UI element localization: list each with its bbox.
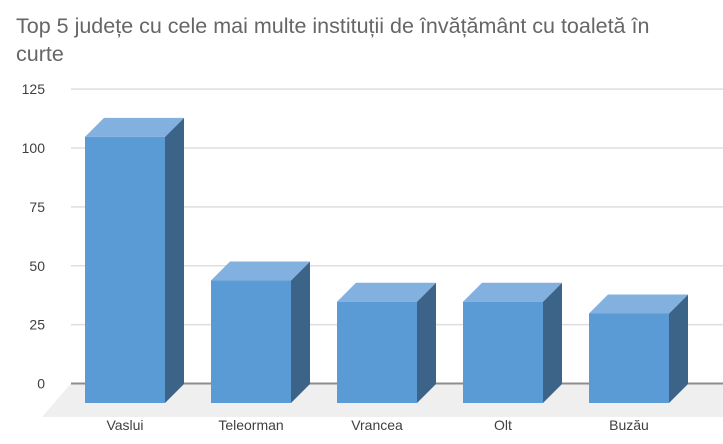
chart-title: Top 5 județe cu cele mai multe instituți… bbox=[16, 12, 712, 68]
bar-buzau bbox=[589, 313, 669, 403]
x-axis-label-3: Olt bbox=[494, 417, 512, 433]
chart-title-line1: Top 5 județe cu cele mai multe instituți… bbox=[16, 14, 650, 38]
bar-side-vrancea bbox=[417, 282, 436, 403]
bar-side-vaslui bbox=[165, 117, 184, 403]
bar-top-teleorman bbox=[211, 261, 310, 281]
bar-olt bbox=[463, 301, 543, 403]
bar-top-olt bbox=[463, 282, 562, 302]
bar-side-olt bbox=[543, 282, 562, 403]
x-axis-label-0: Vaslui bbox=[106, 417, 143, 433]
y-axis-label-125: 125 bbox=[22, 81, 46, 97]
bar-vrancea bbox=[337, 301, 417, 403]
bar-top-vrancea bbox=[337, 282, 436, 302]
x-axis-label-2: Vrancea bbox=[351, 417, 403, 433]
x-axis-label-1: Teleorman bbox=[218, 417, 283, 433]
y-axis-label-100: 100 bbox=[22, 140, 46, 156]
bar-vaslui bbox=[85, 136, 165, 403]
bar-top-buzau bbox=[589, 294, 688, 314]
bar-side-teleorman bbox=[291, 261, 310, 403]
chart-title-line2: curte bbox=[16, 42, 64, 66]
bar-top-vaslui bbox=[85, 117, 184, 137]
y-axis-label-0: 0 bbox=[37, 376, 45, 392]
y-axis-label-50: 50 bbox=[29, 258, 45, 274]
y-axis-label-75: 75 bbox=[29, 199, 45, 215]
bar-teleorman bbox=[211, 280, 291, 403]
x-axis-label-4: Buzău bbox=[609, 417, 649, 433]
bar-side-buzau bbox=[669, 294, 688, 403]
y-axis-label-25: 25 bbox=[29, 317, 45, 333]
